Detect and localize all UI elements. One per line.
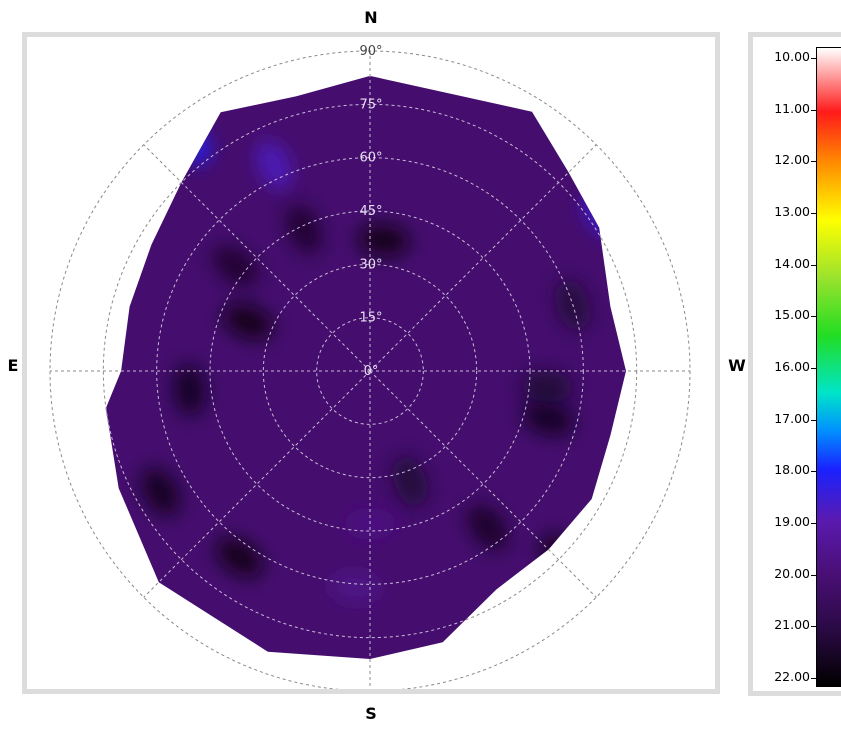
polar-chart: 0° 15° 30° 45° 60° 75° 90°	[49, 44, 691, 689]
grid-spoke	[143, 370, 371, 598]
colorbar-tick-mark	[811, 264, 816, 266]
value-patch	[328, 571, 381, 604]
radial-tick-label: 45°	[359, 204, 382, 219]
colorbar-tick-mark	[811, 213, 816, 214]
value-patch	[523, 402, 575, 436]
colorbar-tick-label: 16.00	[774, 359, 810, 374]
colorbar-tick-label: 14.00	[774, 255, 810, 271]
east-label: E	[7, 356, 19, 375]
value-patch	[216, 537, 263, 578]
colorbar-tick-label: 19.00	[774, 514, 810, 529]
colorbar-tick-mark	[811, 419, 816, 421]
value-patch	[357, 224, 410, 257]
colorbar-tick-label: 21.00	[774, 617, 810, 633]
value-patch	[255, 140, 292, 190]
west-label: W	[728, 356, 746, 375]
value-patch	[521, 370, 574, 403]
colorbar-tick-label: 17.00	[774, 410, 810, 426]
south-label: S	[365, 704, 377, 723]
colorbar-tick-label: 20.00	[774, 565, 810, 581]
radial-tick-labels: 0° 15° 30° 45° 60° 75° 90°	[359, 44, 382, 379]
plot-area: 0° 15° 30° 45° 60° 75° 90°	[22, 32, 720, 694]
colorbar-tick-label: 18.00	[774, 462, 810, 478]
colorbar-tick-mark	[811, 523, 816, 524]
polar-grid	[105, 75, 626, 659]
colorbar-tick-label: 10.00	[774, 49, 810, 64]
radial-tick-label: 0°	[364, 364, 379, 379]
grid-ring	[262, 263, 478, 479]
grid-spoke	[369, 144, 597, 372]
colorbar-tick-label: 15.00	[774, 307, 810, 323]
colorbar-tick-mark	[811, 316, 816, 318]
colorbar-tick-mark	[811, 161, 816, 163]
grid-ring	[209, 210, 531, 532]
radial-tick-label: 30°	[359, 257, 382, 272]
value-patch	[285, 204, 323, 254]
grid-spoke	[143, 144, 371, 372]
colorbar-tick-label: 11.00	[774, 100, 810, 116]
value-patch	[392, 456, 428, 507]
grid-ring	[316, 317, 424, 425]
colorbar-tick-mark	[811, 109, 816, 111]
radial-tick-label: 60°	[359, 151, 382, 166]
grid-spoke	[369, 370, 597, 598]
grid-ring	[156, 157, 584, 585]
value-patch	[173, 364, 206, 416]
value-patch	[467, 504, 508, 551]
colorbar-tick-mark	[811, 58, 816, 59]
colorbar-tick-mark	[811, 574, 816, 576]
radial-tick-label: 75°	[359, 97, 382, 112]
colorbar-tick-mark	[811, 678, 816, 679]
colorbar-tick-mark	[811, 471, 816, 473]
colorbar-tick-label: 12.00	[774, 152, 810, 168]
colorbar-tick-label: 13.00	[774, 204, 810, 219]
north-label: N	[364, 8, 378, 27]
value-patch	[223, 303, 273, 340]
value-patch	[212, 245, 259, 287]
colorbar-tick-mark	[811, 626, 816, 628]
value-patch	[141, 468, 180, 516]
colorbar-tick-mark	[811, 368, 816, 369]
colorbar	[816, 47, 841, 687]
radial-tick-label: 15°	[359, 311, 382, 326]
colorbar-tick-label: 22.00	[774, 669, 810, 684]
radial-tick-label: 90°	[359, 44, 382, 59]
